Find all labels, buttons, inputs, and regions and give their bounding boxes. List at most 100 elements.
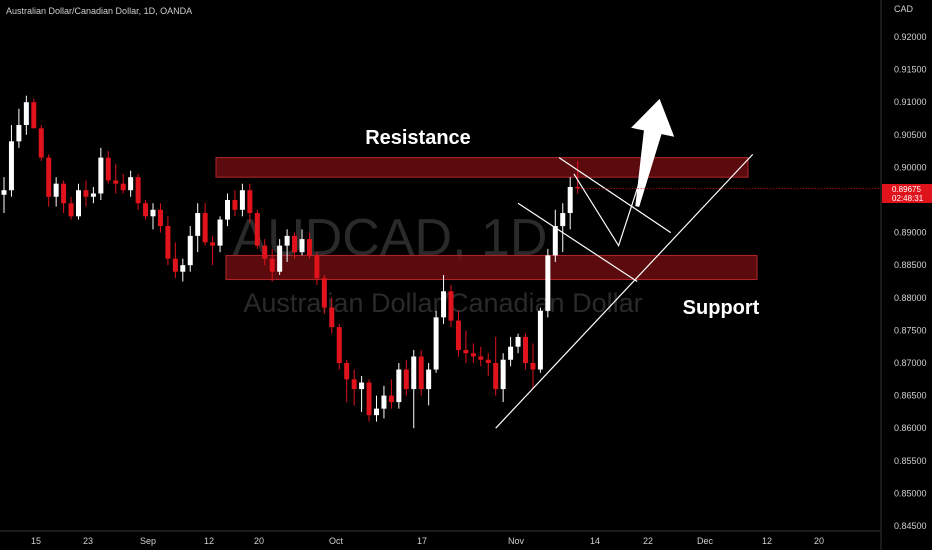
candle-body [411,356,417,390]
candle-body [1,190,7,195]
candle [515,333,521,354]
candle [76,183,81,220]
candle [470,343,476,363]
price-axis-label: 0.90000 [894,162,927,172]
candle-body [277,245,283,272]
candle [180,258,186,282]
time-axis-label: 12 [762,536,772,546]
candle [225,193,230,227]
candle-body [105,157,111,181]
candle [128,170,134,197]
candle-body [500,359,506,390]
candle-body [157,209,163,227]
candle-body [31,102,37,129]
projection-arrow [631,98,675,207]
candle [98,147,104,200]
candle [53,177,59,207]
price-axis[interactable]: CAD 0.92000 0.91500 0.91000 0.90500 0.90000 0… [894,4,927,531]
candle [306,232,312,259]
candle [463,330,469,363]
candle [299,229,305,256]
time-axis[interactable]: 15 23 Sep 12 20 Oct 17 Nov 14 22 Dec 12 20 [31,536,824,546]
candle-body [575,186,581,189]
candle [217,216,223,253]
candle [321,274,327,315]
candle [560,203,566,253]
candle [493,336,499,396]
candle-body [165,226,171,259]
candle [8,125,14,197]
candle-body [143,203,149,217]
candle-body [299,239,305,253]
candle [23,95,29,135]
candle-body [128,177,134,191]
candle [254,209,260,249]
candle-body [269,258,275,272]
candle-body [150,209,156,217]
candle-body [537,310,543,370]
candle-body [508,346,514,360]
candle-body [396,369,402,403]
candle-body [135,177,141,204]
candle [381,385,387,419]
candle-body [381,395,387,409]
candle-body [53,183,59,197]
candle-body [426,369,432,390]
candle [120,173,126,194]
candle [374,395,379,422]
price-axis-label: 0.85500 [894,456,927,466]
candle-body [187,235,193,266]
candle-body [433,317,439,370]
candle-body [552,226,558,256]
candle-body [284,235,290,246]
candle-body [344,363,350,380]
candle [1,177,7,214]
candle-body [306,239,312,256]
candle-body [23,102,29,126]
candle-body [359,382,365,390]
price-axis-label: 0.88500 [894,260,927,270]
candle-body [336,327,342,363]
candle [61,180,67,214]
trendline-ascending-support [495,153,754,429]
candle [247,183,253,223]
candle [448,284,454,328]
candle [269,248,275,282]
candle-body [314,255,320,279]
candle-body [76,190,81,217]
candle-body [448,291,454,321]
last-price-tag: 0.89675 02:48:31 [882,184,932,203]
candle [31,98,37,129]
candle [16,108,22,148]
time-axis-label: Sep [140,536,156,546]
candle-body [83,190,89,197]
candle-body [90,193,96,197]
candle-body [366,382,372,416]
candle-body [180,265,186,272]
candle-body [239,190,245,210]
time-axis-label: 12 [204,536,214,546]
candle-body [202,213,208,243]
candle [455,310,461,357]
candle [202,203,208,246]
candle [262,239,268,266]
candle [105,151,111,184]
candle [396,363,402,409]
price-axis-label: 0.91500 [894,65,927,75]
candle [68,196,74,220]
candle-body [418,356,424,390]
candle [426,363,432,406]
trendline-channel-upper [558,157,672,234]
candle-body [98,157,104,194]
candle [38,125,44,161]
candle-body [254,213,260,246]
time-axis-label: 14 [590,536,600,546]
time-axis-label: Oct [329,536,344,546]
candle-body [567,186,573,214]
candle-body [478,356,484,360]
candle [187,226,193,272]
candle [157,203,163,233]
candles-layer [1,95,581,429]
time-axis-label: Nov [508,536,525,546]
